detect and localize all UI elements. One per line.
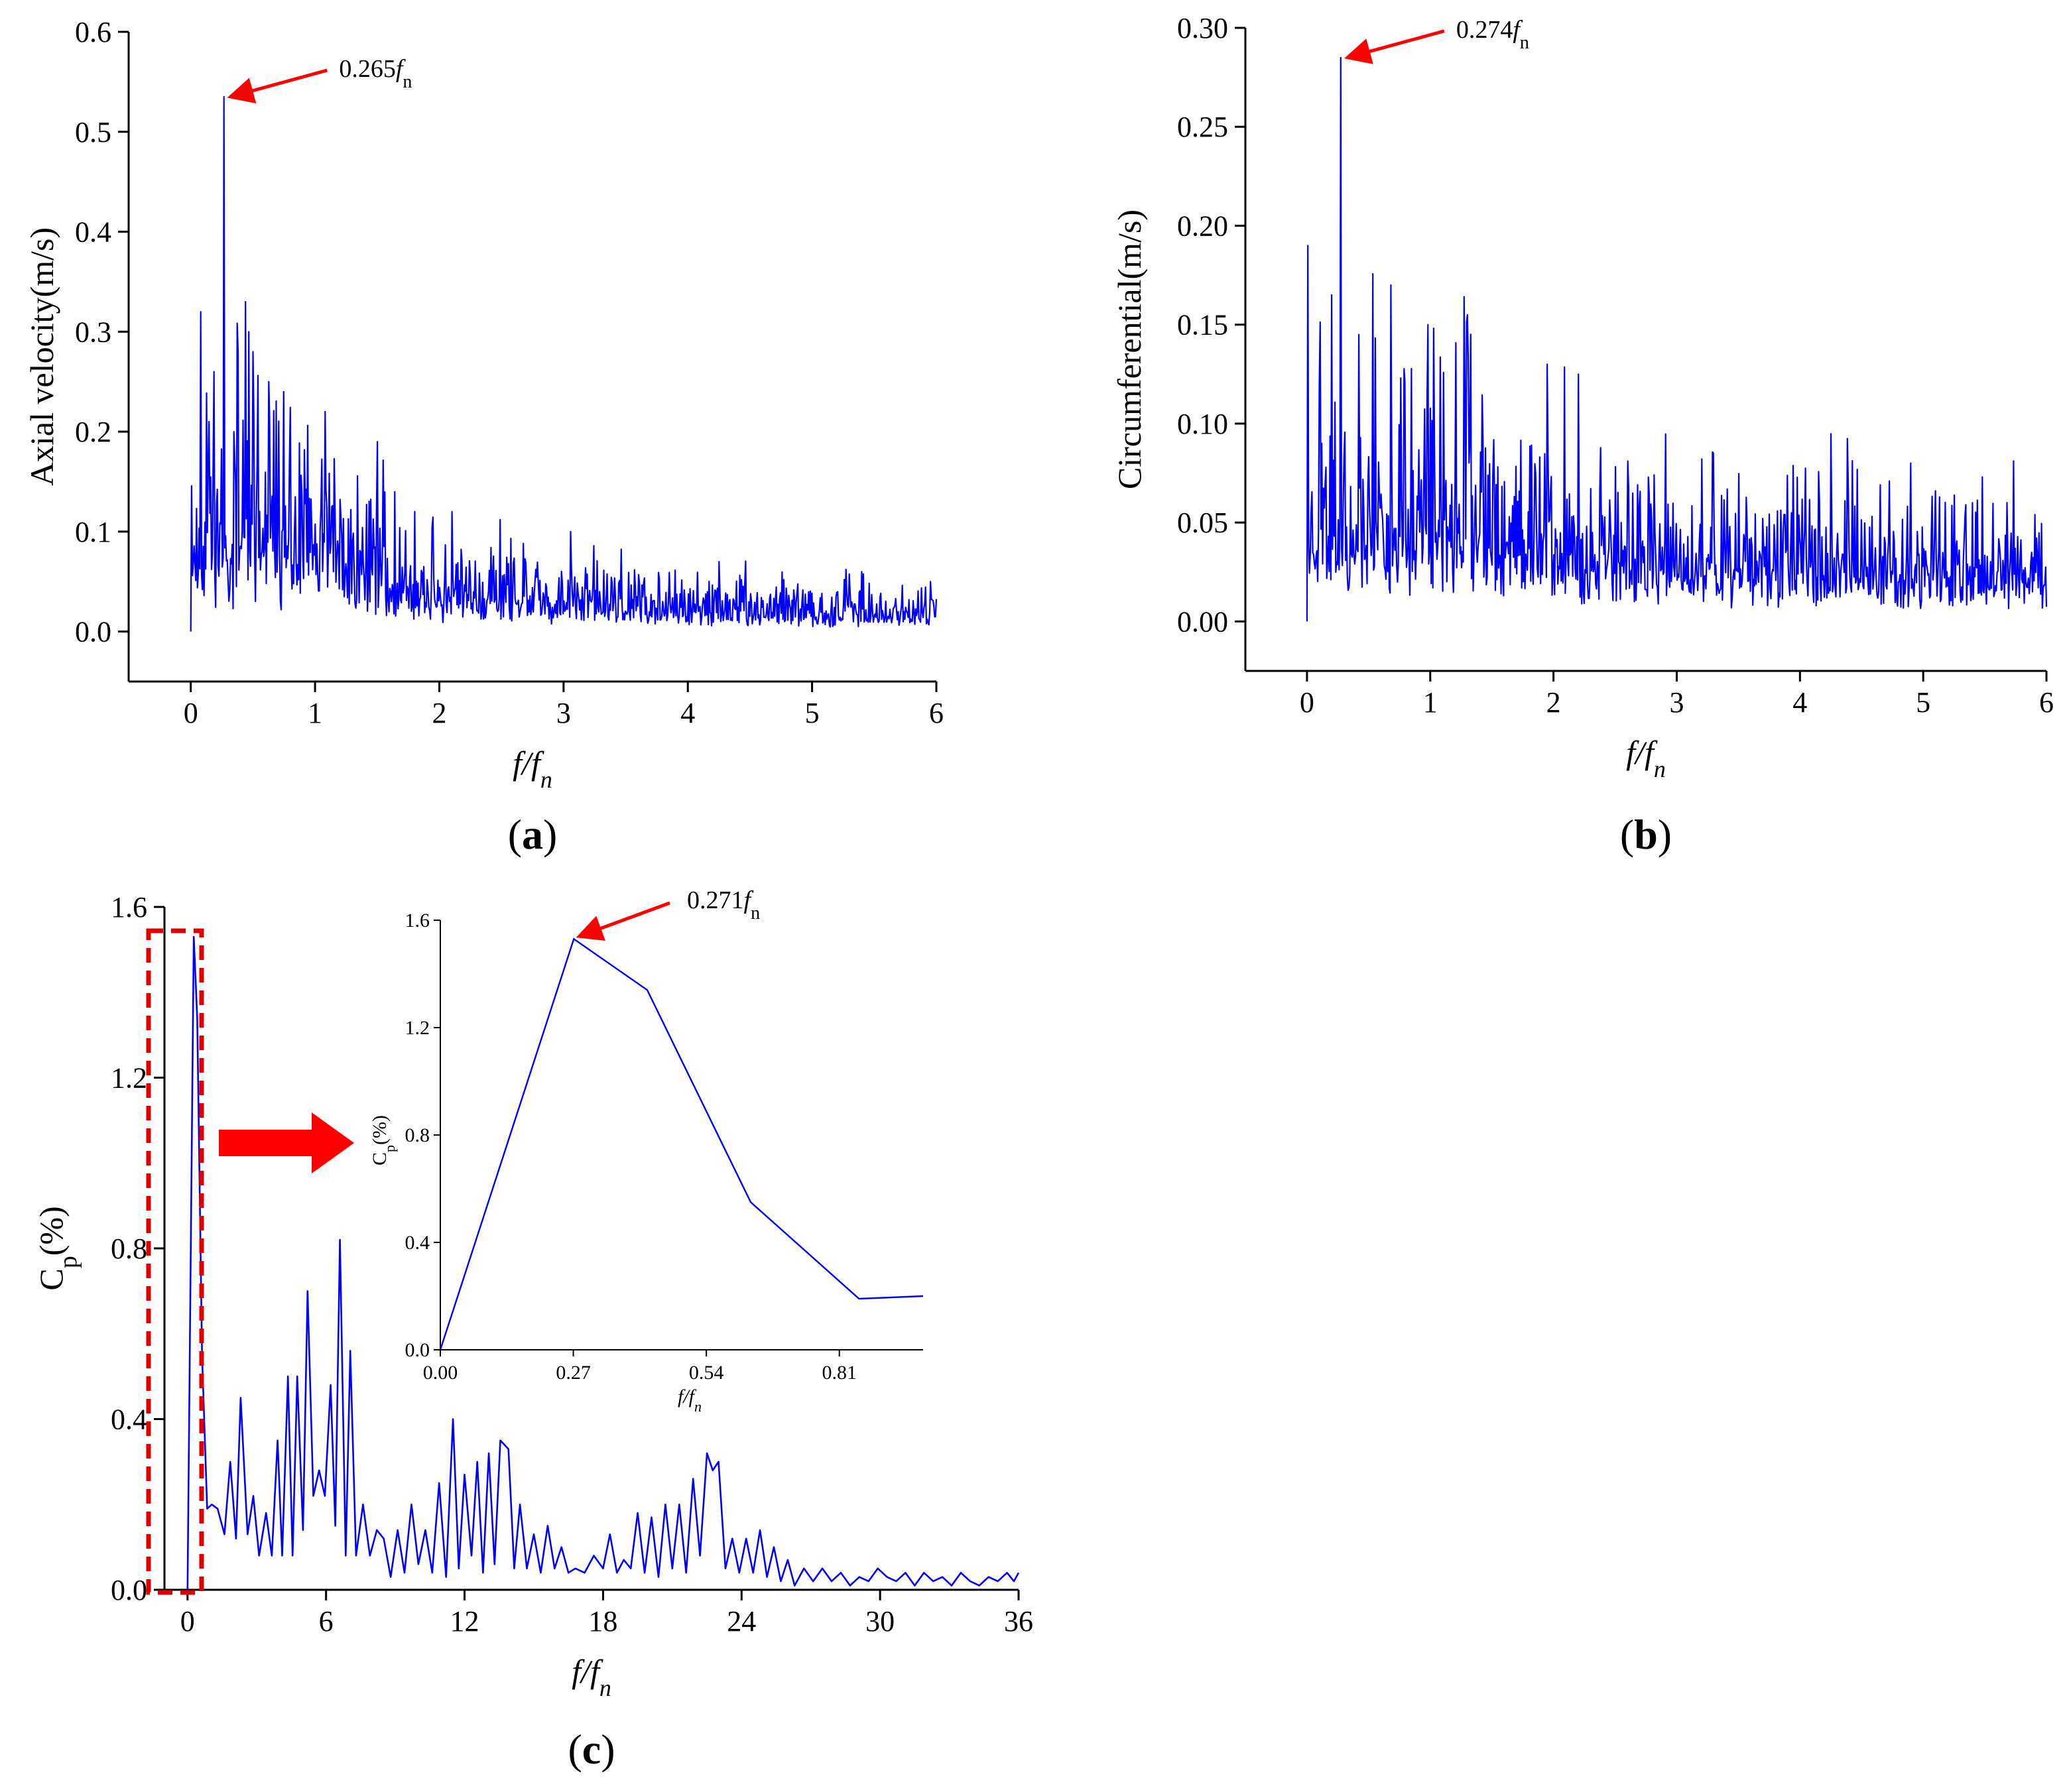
x-axis-title: f/fn — [513, 745, 552, 793]
inset-x-tick-label: 0.54 — [689, 1362, 724, 1384]
x-tick-label: 12 — [450, 1605, 479, 1638]
x-tick-label: 6 — [319, 1605, 334, 1638]
x-tick-label: 5 — [1916, 686, 1930, 719]
inset-x-tick-label: 0.81 — [822, 1362, 857, 1384]
inset-x-tick-label: 0.00 — [423, 1362, 458, 1384]
panel-c-inset-chart: 0.00 0.27 0.54 0.81 0.0 0.4 0.8 1.2 1.6 f/fn Cp(%)… — [369, 886, 924, 1415]
annotation-label: 0.274fn — [1456, 16, 1529, 52]
panel-b-chart: 0 1 2 3 4 5 6 0.00 0.05 0.10 0.15 0.20 0.25 0.30 f/fn C… — [1111, 12, 2054, 858]
decorations — [146, 928, 354, 1595]
y-tick-label: 0.6 — [75, 16, 111, 48]
x-tick-label: 1 — [1423, 686, 1438, 719]
inset-x-tick-label: 0.27 — [556, 1362, 591, 1384]
series-line — [186, 935, 1020, 1590]
series-line — [190, 95, 938, 632]
y-tick-label: 0.4 — [75, 216, 111, 249]
inset-series-line — [439, 937, 924, 1350]
inset-y-tick-label: 0.8 — [405, 1124, 430, 1146]
inset-x-axis-title: f/fn — [678, 1386, 702, 1415]
x-tick-label: 1 — [308, 697, 322, 729]
y-tick-label: 0.5 — [75, 116, 111, 149]
y-tick-label: 0.05 — [1177, 507, 1228, 539]
zoom-highlight-box — [146, 928, 204, 1595]
x-tick-label: 3 — [1669, 686, 1684, 719]
y-axis-title: Circumferential(m/s) — [1111, 209, 1148, 489]
y-tick-label: 0.20 — [1177, 209, 1228, 242]
y-tick-label: 0.00 — [1177, 605, 1228, 638]
inset-annotation-arrow — [576, 901, 670, 941]
annotation-arrow — [1344, 29, 1445, 64]
zoom-arrow — [219, 1112, 354, 1173]
x-tick-label: 0 — [180, 1605, 195, 1638]
inset-y-tick-label: 1.2 — [405, 1017, 430, 1039]
y-tick-label: 1.2 — [111, 1062, 147, 1095]
y-tick-label: 0.0 — [75, 616, 111, 648]
x-tick-label: 2 — [1546, 686, 1561, 719]
y-axis-title: Axial velocity(m/s) — [23, 227, 60, 486]
x-tick-label: 0 — [184, 697, 198, 729]
y-tick-label: 0.4 — [111, 1404, 147, 1436]
y-tick-label: 0.2 — [75, 416, 111, 448]
x-tick-label: 18 — [588, 1605, 617, 1638]
y-tick-label: 0.1 — [75, 516, 111, 548]
x-tick-label: 24 — [727, 1605, 756, 1638]
panel-label: (b) — [1620, 811, 1672, 858]
y-tick-label: 0.25 — [1177, 111, 1228, 143]
x-tick-label: 3 — [556, 697, 571, 729]
inset-y-tick-label: 0.4 — [405, 1232, 430, 1254]
x-tick-label: 6 — [2039, 686, 2054, 719]
x-tick-label: 30 — [865, 1605, 895, 1638]
x-axis-title: f/fn — [1626, 734, 1666, 782]
x-tick-label: 4 — [680, 697, 695, 729]
annotation-label: 0.265fn — [339, 55, 412, 92]
y-tick-label: 0.30 — [1177, 12, 1228, 44]
y-tick-label: 1.6 — [111, 891, 147, 924]
y-tick-label: 0.15 — [1177, 309, 1228, 341]
y-tick-label: 0.10 — [1177, 408, 1228, 440]
panel-a-chart: 0 1 2 3 4 5 6 0.0 0.1 0.2 0.3 0.4 0.5 0.6 f/fn Axial ve… — [23, 16, 944, 858]
x-tick-label: 5 — [805, 697, 820, 729]
inset-annotation-label: 0.271fn — [687, 886, 760, 924]
panel-label: (a) — [508, 811, 558, 858]
panel-label: (c) — [568, 1726, 615, 1773]
y-tick-label: 0.8 — [111, 1232, 147, 1265]
y-tick-label: 0.3 — [75, 316, 111, 348]
panel-c-chart: 0 6 12 18 24 30 36 0.0 0.4 0.8 1.2 1.6 f/fn Cp(%) (c) — [32, 891, 1033, 1773]
x-tick-label: 2 — [432, 697, 446, 729]
x-tick-label: 4 — [1792, 686, 1807, 719]
x-axis-title: f/fn — [572, 1653, 611, 1701]
inset-y-tick-label: 1.6 — [405, 910, 430, 931]
inset-y-tick-label: 0.0 — [405, 1339, 430, 1361]
x-tick-label: 36 — [1004, 1605, 1033, 1638]
y-axis-title: Cp(%) — [32, 1206, 82, 1290]
series-line — [1306, 56, 2048, 622]
y-tick-label: 0.0 — [111, 1574, 147, 1606]
x-tick-label: 6 — [929, 697, 944, 729]
x-tick-label: 0 — [1300, 686, 1314, 719]
annotation-arrow — [227, 68, 328, 104]
inset-y-axis-title: Cp(%) — [369, 1115, 398, 1165]
